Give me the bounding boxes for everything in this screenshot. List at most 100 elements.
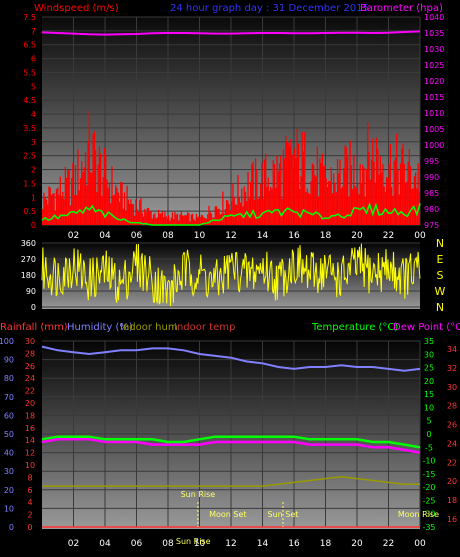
gust-bar (49, 187, 51, 225)
gust-bar (353, 154, 355, 225)
gust-bar (243, 186, 245, 225)
gust-bar (359, 163, 361, 225)
gust-bar (369, 179, 371, 225)
gust-bar (184, 214, 186, 225)
gust-bar (254, 158, 257, 225)
gust-bar (231, 201, 233, 225)
direction-compass-label: E (437, 253, 444, 266)
gust-bar (403, 163, 405, 225)
gust-bar (225, 200, 228, 225)
gust-bar (64, 166, 67, 225)
rainfall-tick-label: 14 (25, 436, 35, 445)
gust-bar (271, 188, 273, 225)
windspeed-tick-label: 0 (31, 221, 36, 230)
temperature-tick-label: -5 (425, 443, 433, 452)
windspeed-tick-label: 6 (31, 55, 36, 64)
dewpoint-tick-label: 20 (447, 477, 457, 486)
gust-bar (218, 208, 220, 225)
gust-bar (397, 169, 399, 225)
gust-bar (190, 214, 193, 225)
gust-bar (106, 179, 108, 225)
rainfall-tick-label: 22 (25, 387, 35, 396)
gust-bar (63, 199, 65, 225)
humidity-tick-label: 20 (4, 486, 14, 495)
gust-bar (291, 154, 293, 225)
gust-bar (372, 138, 374, 225)
gust-bar (377, 148, 379, 225)
gust-bar (45, 199, 48, 225)
gust-bar (249, 181, 252, 225)
gust-bar (128, 203, 131, 225)
gust-bar (336, 159, 339, 225)
gust-bar (43, 192, 45, 225)
gust-bar (317, 196, 320, 225)
barometer-tick-label: 990 (424, 173, 439, 182)
gust-bar (281, 198, 283, 225)
temperature-tick-label: -10 (422, 457, 435, 466)
gust-bar (265, 153, 267, 225)
gust-bar (180, 211, 182, 225)
gust-bar (141, 212, 143, 225)
gust-bar (292, 166, 295, 225)
gust-bar (62, 192, 64, 225)
gust-bar (408, 149, 410, 225)
gust-bar (185, 215, 187, 225)
gust-bar (341, 186, 344, 225)
gust-bar (71, 177, 73, 225)
gust-bar (272, 160, 274, 225)
gust-bar (205, 218, 208, 225)
gust-bar (65, 177, 68, 225)
gust-bar (73, 194, 75, 225)
humidity-tick-label: 100 (0, 337, 14, 346)
gust-bar (334, 182, 336, 225)
humidity-tick-label: 60 (4, 411, 14, 420)
barometer-tick-label: 980 (424, 205, 439, 214)
temperature-tick-label: 5 (426, 417, 431, 426)
gust-bar (77, 149, 79, 225)
gust-bar (248, 198, 250, 225)
gust-bar (162, 217, 165, 225)
gust-bar (152, 214, 155, 225)
gust-bar (314, 174, 316, 225)
gust-bar (276, 155, 278, 225)
gust-bar (117, 192, 119, 225)
rainfall-tick-label: 18 (25, 411, 35, 420)
rainfall-tick-label: 12 (25, 449, 35, 458)
gust-bar (302, 151, 305, 225)
temperature-tick-label: 10 (424, 403, 434, 412)
rainfall-tick-label: 16 (25, 424, 35, 433)
barometer-line (41, 30, 421, 36)
gust-bar (360, 182, 363, 225)
gust-bar (54, 210, 56, 225)
gust-bar (367, 122, 369, 225)
gust-bar (165, 216, 167, 225)
gust-bar (409, 166, 412, 225)
rainfall-tick-label: 6 (27, 486, 32, 495)
rainfall-tick-label: 28 (25, 349, 35, 358)
gust-bar (139, 200, 141, 225)
dewpoint-tick-label: 28 (447, 402, 457, 411)
gust-bar (208, 205, 210, 225)
gust-bar (131, 203, 133, 225)
gust-bar (354, 185, 356, 225)
gust-bar (130, 199, 132, 225)
temperature-tick-label: -25 (422, 496, 435, 505)
gust-bar (214, 206, 216, 225)
gust-bar (91, 172, 93, 225)
rainfall-tick-label: 4 (27, 498, 32, 507)
gust-bar (88, 110, 90, 225)
rainfall-tick-label: 10 (25, 461, 35, 470)
gust-bar (107, 187, 109, 225)
wind-speed-line (41, 201, 421, 226)
gust-bar (186, 212, 189, 225)
temperature-tick-label: 30 (424, 350, 434, 359)
gust-bar (94, 150, 97, 225)
series-line-indoor (42, 476, 420, 487)
panel3-x-tick-label: 08 (162, 539, 174, 549)
gust-bar (125, 211, 127, 225)
gust-bar (382, 164, 384, 225)
gust-bar (200, 214, 203, 225)
barometer-tick-label: 1020 (424, 77, 444, 86)
gust-bar (388, 164, 390, 225)
panel3-x-tick-label: 00 (414, 539, 426, 549)
